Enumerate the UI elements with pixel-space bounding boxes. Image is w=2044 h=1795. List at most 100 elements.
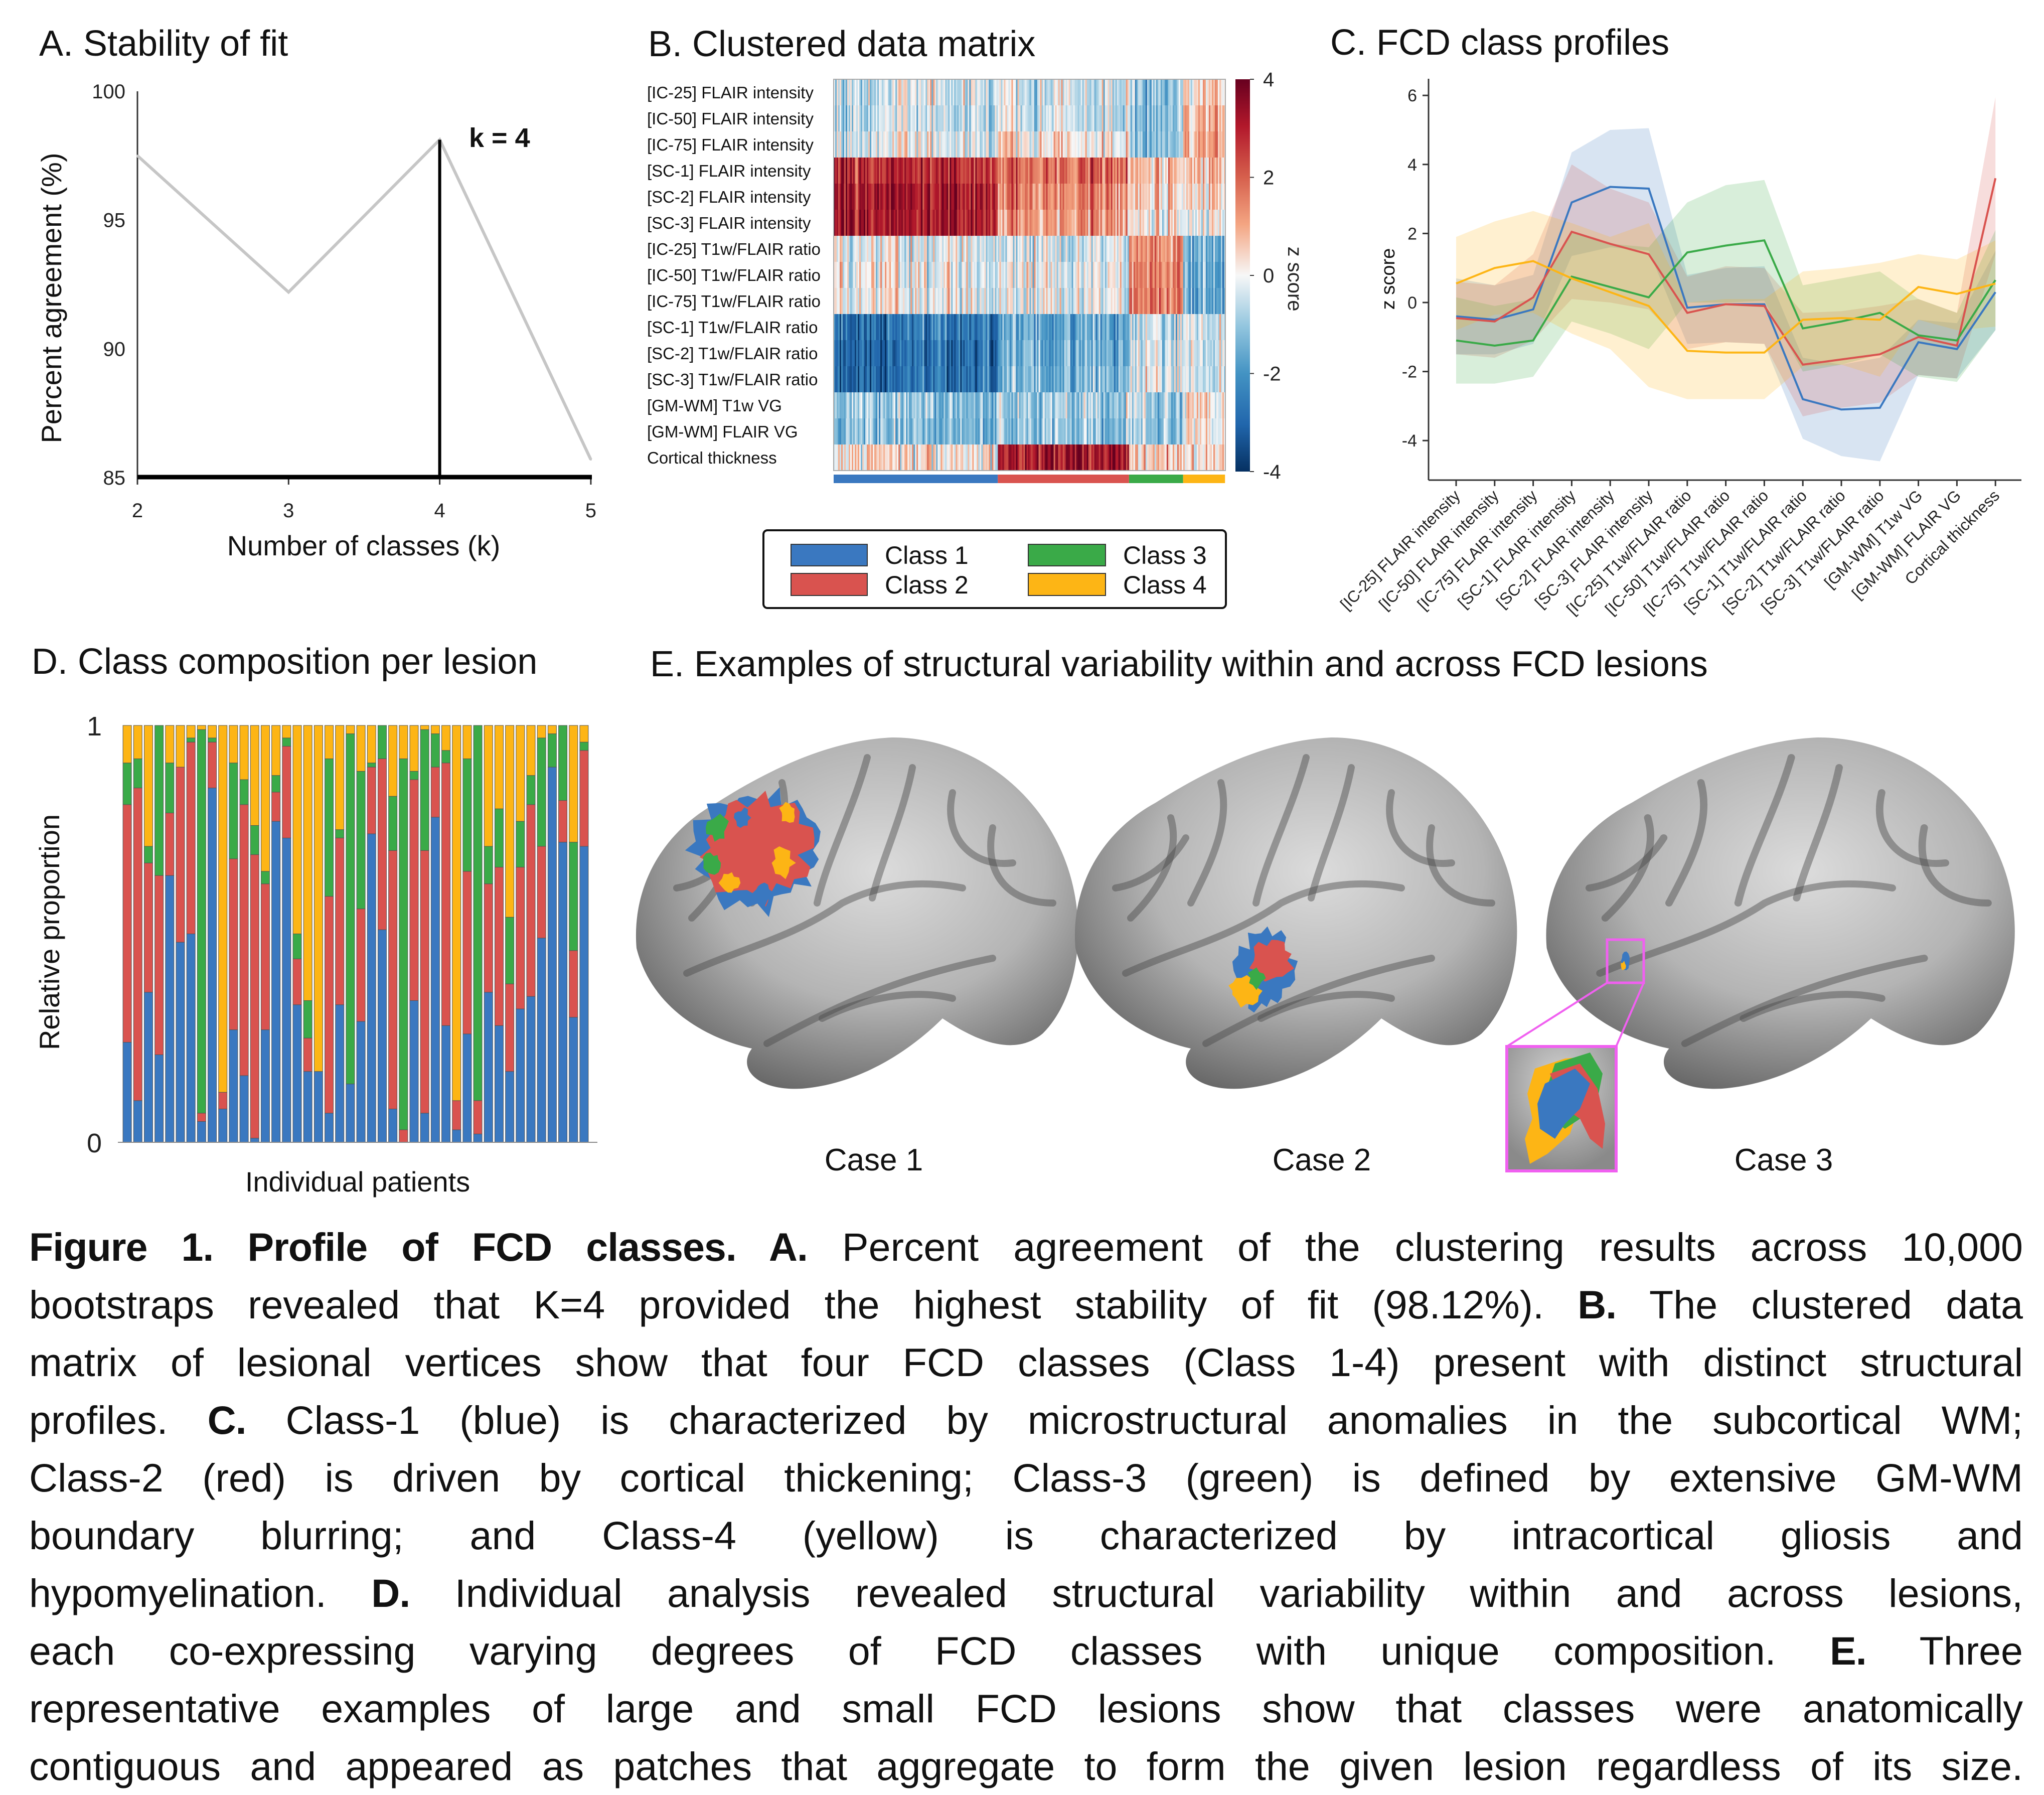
heatmap-cell [999, 418, 1001, 444]
heatmap-cell [996, 79, 998, 105]
heatmap-cell [957, 340, 959, 366]
heatmap-cell [1183, 184, 1185, 210]
heatmap-cell [1068, 79, 1070, 105]
heatmap-cell [868, 418, 870, 444]
heatmap-cell [1004, 105, 1006, 131]
heatmap-cell [931, 444, 933, 471]
heatmap-cell [900, 79, 902, 105]
heatmap-cell [1123, 210, 1125, 236]
heatmap-cell [1047, 236, 1049, 262]
heatmap-cell [918, 262, 920, 288]
heatmap-cell [841, 418, 843, 444]
heatmap-cell [873, 314, 875, 340]
heatmap-cell [1007, 444, 1009, 471]
heatmap-cell [1183, 105, 1185, 131]
heatmap-cell [1022, 392, 1024, 418]
heatmap-cell [1172, 418, 1175, 444]
heatmap-cell [1032, 418, 1034, 444]
bar-segment-class-1 [154, 1054, 164, 1143]
heatmap-cell [1153, 184, 1155, 210]
heatmap-cell [898, 105, 900, 131]
heatmap-cell [1115, 262, 1118, 288]
heatmap-cell [1187, 366, 1190, 392]
heatmap-cell [965, 210, 967, 236]
bar-segment-class-1 [452, 1129, 461, 1143]
heatmap-cell [924, 288, 926, 314]
heatmap-cell [1204, 418, 1206, 444]
heatmap-cell [1097, 262, 1099, 288]
heatmap-cell [1163, 444, 1166, 471]
heatmap-cell [1139, 444, 1142, 471]
heatmap-cell [840, 392, 842, 418]
heatmap-cell [1091, 131, 1093, 158]
heatmap-cell [1201, 105, 1203, 131]
heatmap-cell [1181, 184, 1184, 210]
heatmap-cell [992, 418, 994, 444]
bar-segment-class-4 [367, 725, 376, 764]
heatmap-cell [975, 288, 977, 314]
heatmap-cell [888, 418, 890, 444]
heatmap-cell [904, 105, 906, 131]
heatmap-cell [1208, 236, 1211, 262]
heatmap-cell [1106, 444, 1109, 471]
heatmap-cell [1029, 210, 1031, 236]
heatmap-cell [901, 340, 903, 366]
heatmap-cell [1001, 314, 1003, 340]
heatmap-cell [1168, 366, 1170, 392]
heatmap-cell [1082, 131, 1084, 158]
heatmap-cell [1047, 184, 1049, 210]
heatmap-cell [1028, 210, 1030, 236]
heatmap-cell [1031, 105, 1033, 131]
heatmap-cell [904, 184, 906, 210]
heatmap-cell [954, 288, 956, 314]
heatmap-cell [1077, 418, 1080, 444]
heatmap-cell [937, 314, 939, 340]
heatmap-cell [1065, 79, 1067, 105]
heatmap-cell [1114, 418, 1116, 444]
heatmap-cell [1008, 392, 1010, 418]
heatmap-cell [838, 131, 840, 158]
heatmap-cell [909, 392, 911, 418]
heatmap-cell [1132, 184, 1134, 210]
heatmap-cell [1044, 366, 1046, 392]
heatmap-cell [1190, 444, 1193, 471]
heatmap-cell [918, 236, 920, 262]
heatmap-cell [912, 236, 914, 262]
heatmap-cell [980, 340, 982, 366]
heatmap-cell [1043, 105, 1045, 131]
heatmap-cell [983, 288, 985, 314]
heatmap-cell [950, 392, 952, 418]
heatmap-cell [1207, 184, 1209, 210]
heatmap-cell [906, 392, 908, 418]
heatmap-cell [1035, 418, 1037, 444]
heatmap-cell [1025, 210, 1027, 236]
heatmap-cell [855, 314, 857, 340]
heatmap-cell [1219, 236, 1221, 262]
heatmap-cell [1186, 340, 1188, 366]
heatmap-cell [849, 158, 851, 184]
heatmap-cell [907, 366, 909, 392]
heatmap-cell [1174, 158, 1176, 184]
heatmap-cell [868, 444, 870, 471]
heatmap-cell [841, 79, 843, 105]
heatmap-cell [963, 418, 965, 444]
heatmap-cell [1136, 131, 1139, 158]
heatmap-cell [1133, 158, 1136, 184]
heatmap-cell [1010, 392, 1012, 418]
heatmap-cell [1067, 418, 1069, 444]
heatmap-cell [1177, 184, 1179, 210]
heatmap-cell [888, 392, 890, 418]
heatmap-cell [874, 131, 876, 158]
heatmap-cell [1043, 131, 1045, 158]
heatmap-cell [1163, 79, 1166, 105]
heatmap-cell [1148, 236, 1151, 262]
heatmap-cell [1178, 210, 1181, 236]
heatmap-cell [992, 184, 994, 210]
heatmap-cell [1085, 236, 1087, 262]
heatmap-cell [931, 184, 933, 210]
heatmap-cell [1094, 131, 1096, 158]
heatmap-cell [1073, 262, 1075, 288]
heatmap-cell [915, 418, 917, 444]
heatmap-cell [1190, 79, 1193, 105]
heatmap-cell [927, 131, 929, 158]
